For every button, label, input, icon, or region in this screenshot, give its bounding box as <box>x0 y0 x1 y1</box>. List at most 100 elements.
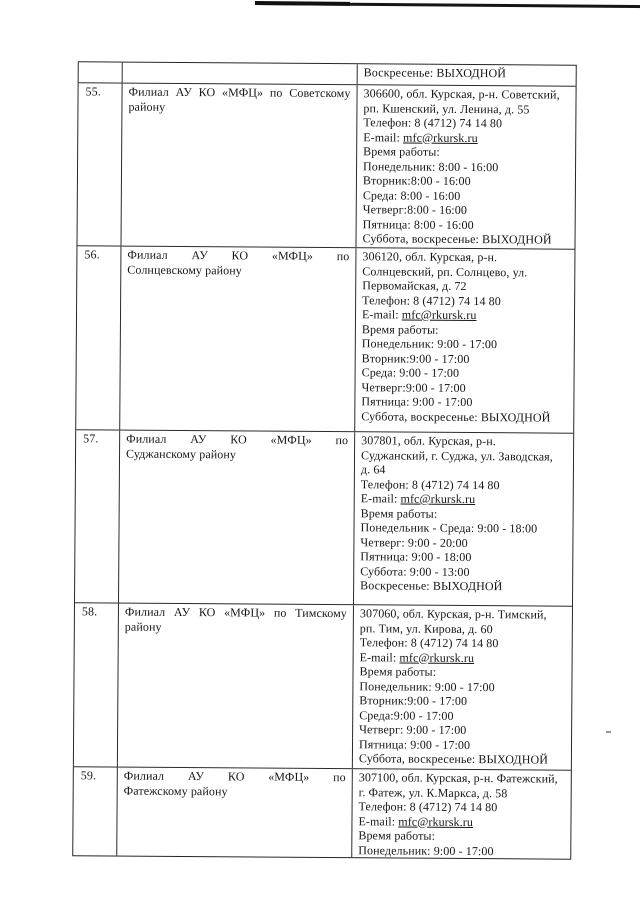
phone-line: Телефон: 8 (4712) 74 14 80 <box>359 635 499 651</box>
row-number-cell: 59. <box>73 767 118 856</box>
branch-name-line2: Фатежскому району <box>123 783 228 798</box>
hours-line: Четверг:9:00 - 17:00 <box>361 379 466 395</box>
branch-name-line2: району <box>128 99 166 114</box>
branch-name-word: по <box>269 85 283 100</box>
hours-line: Суббота: 9:00 - 13:00 <box>360 563 470 579</box>
email-label: E-mail: <box>359 649 397 665</box>
hours-line: Воскресенье: ВЫХОДНОЙ <box>360 578 503 594</box>
branch-name-word: Филиал <box>123 768 165 783</box>
table-row: 55. Филиал АУ КО «МФЦ» по Советскому району 3066… <box>77 82 576 249</box>
hours-line: Суббота, воскресенье: ВЫХОДНОЙ <box>361 408 551 425</box>
branch-name-word: КО <box>231 248 249 263</box>
branch-name-word: АУ <box>173 604 191 620</box>
email-address: mfc@rkursk.ru <box>400 491 476 507</box>
hours-line: Пятница: 9:00 - 17:00 <box>361 394 473 410</box>
hours-label: Время работы: <box>358 828 436 843</box>
branch-name-word: Филиал <box>124 604 166 619</box>
branch-name-cell: Филиал АУ КО «МФЦ» по Советскому району <box>121 83 358 248</box>
hours-label: Время работы: <box>363 144 440 159</box>
hours-line: Вторник:9:00 - 17:00 <box>359 693 468 709</box>
branch-name-line1: Филиал АУ КО «МФЦ» по Тимскому <box>125 605 347 621</box>
branch-name-word: Филиал <box>128 84 169 99</box>
hours-line: Четверг:8:00 - 16:00 <box>362 202 468 217</box>
phone-line: Телефон: 8 (4712) 74 14 80 <box>362 292 501 308</box>
email-address: mfc@rkursk.ru <box>399 650 475 665</box>
contact-cell: Воскресенье: ВЫХОДНОЙ <box>358 64 576 86</box>
branch-name-word: КО <box>198 85 216 100</box>
hours-line: Среда: 9:00 - 17:00 <box>361 365 460 380</box>
branch-name-cell <box>122 62 358 85</box>
branch-name-word: АУ <box>190 432 207 447</box>
email-line: E-mail: mfc@rkursk.ru <box>362 307 572 323</box>
branch-name-word: АУ <box>175 84 193 100</box>
row-number: 56. <box>84 247 100 262</box>
branch-name-line2: Солнцевскому району <box>127 262 242 277</box>
row-number: 58. <box>81 604 98 619</box>
contact-cell: 307100, обл. Курская, р-н. Фатежский, г. … <box>352 769 571 859</box>
hours-line: Четверг: 9:00 - 17:00 <box>359 722 467 737</box>
row-number-cell <box>78 62 123 83</box>
email-line: E-mail: mfc@rkursk.ru <box>363 130 573 146</box>
row-number: 57. <box>83 431 99 446</box>
address-line: рп. Кшенский, ул. Ленина, д. 55 <box>363 100 530 116</box>
address-line: Суджанский, г. Суджа, ул. Заводская, <box>360 447 553 464</box>
contact-cell: 306600, обл. Курская, р-н. Советский, рп.… <box>356 85 575 249</box>
branch-name-word: КО <box>198 605 216 620</box>
hours-line: Четверг: 9:00 - 20:00 <box>360 534 468 550</box>
address-line: Первомайская, д. 72 <box>362 278 467 293</box>
scan-edge-line-artifact-thick <box>254 1 350 6</box>
branch-name-cell: Филиал АУ КО «МФЦ» по Тимскому району <box>117 603 354 769</box>
address-line: 306600, обл. Курская, р-н. Советский, <box>363 86 560 102</box>
branch-name-cell: Филиал АУ КО «МФЦ» по Солнцевскому району <box>120 246 357 432</box>
email-label: E-mail: <box>358 813 396 829</box>
branch-name-word: «МФЦ» <box>270 432 312 447</box>
branch-name-word: Филиал <box>126 431 167 446</box>
table-row: 57. Филиал АУ КО «МФЦ» по Суджанскому району 30… <box>75 429 574 606</box>
phone-line: Телефон: 8 (4712) 74 14 80 <box>363 115 503 131</box>
address-line: 306120, обл. Курская, р-н. <box>362 249 498 265</box>
branch-name-word: АУ <box>191 248 208 263</box>
hours-line: Понедельник: 8:00 - 16:00 <box>363 158 499 174</box>
mfc-branches-table: Воскресенье: ВЫХОДНОЙ 55. Филиал АУ КО «МФЦ» п… <box>72 61 577 860</box>
row-number: 55. <box>85 84 101 99</box>
email-address: mfc@rkursk.ru <box>401 307 477 323</box>
hours-line: Пятница: 9:00 - 17:00 <box>358 736 471 752</box>
hours-line: Вторник:8:00 - 16:00 <box>362 173 471 189</box>
email-line: E-mail: mfc@rkursk.ru <box>358 814 568 830</box>
hours-line: Суббота, воскресенье: ВЫХОДНОЙ <box>358 751 549 767</box>
hours-line: Вторник:9:00 - 17:00 <box>361 350 470 366</box>
hours-line: Понедельник: 9:00 - 17:00 <box>358 842 494 858</box>
branch-name-word: Тимскому <box>295 605 347 621</box>
email-line: E-mail: mfc@rkursk.ru <box>361 491 571 507</box>
branch-name-line1: Филиал АУ КО «МФЦ» по <box>124 769 346 785</box>
branch-name-line2: району <box>124 619 162 634</box>
branch-name-word: «МФЦ» <box>271 248 314 263</box>
hours-line: Среда:9:00 - 17:00 <box>359 707 454 723</box>
branch-name-word: «МФЦ» <box>224 605 266 620</box>
branch-name-word: КО <box>230 432 247 447</box>
email-address: mfc@rkursk.ru <box>398 814 474 829</box>
row-number-cell: 57. <box>75 430 121 603</box>
phone-line: Телефон: 8 (4712) 74 14 80 <box>358 799 498 815</box>
table-row: 59. Филиал АУ КО «МФЦ» по Фатежскому району 307… <box>73 766 571 859</box>
branch-name-line1: Филиал АУ КО «МФЦ» по Советскому <box>129 85 351 101</box>
email-address: mfc@rkursk.ru <box>403 130 478 145</box>
branch-name-word: Филиал <box>127 247 168 262</box>
hours-line: Пятница: 9:00 - 18:00 <box>360 549 472 565</box>
address-line: 307801, обл. Курская, р-н. <box>361 433 496 449</box>
row-number: 59. <box>80 768 97 783</box>
hours-line: Понедельник: 9:00 - 17:00 <box>361 336 498 352</box>
phone-line: Телефон: 8 (4712) 74 14 80 <box>360 476 500 492</box>
hours-line: Суббота, воскресенье: ВЫХОДНОЙ <box>362 231 552 247</box>
row-number-cell: 55. <box>77 83 123 246</box>
branch-name-word: «МФЦ» <box>268 769 310 784</box>
email-line: E-mail: mfc@rkursk.ru <box>360 650 570 666</box>
branch-name-word: Советскому <box>289 85 351 101</box>
branch-name-word: АУ <box>187 769 205 784</box>
table-row: 56. Филиал АУ КО «МФЦ» по Солнцевскому району 3… <box>76 245 575 433</box>
email-label: E-mail: <box>361 307 399 322</box>
row-number-cell: 58. <box>73 603 119 767</box>
branch-name-line2: Суджанскому району <box>125 446 237 461</box>
branch-name-line1: Филиал АУ КО «МФЦ» по <box>126 432 348 448</box>
email-label: E-mail: <box>360 491 398 506</box>
